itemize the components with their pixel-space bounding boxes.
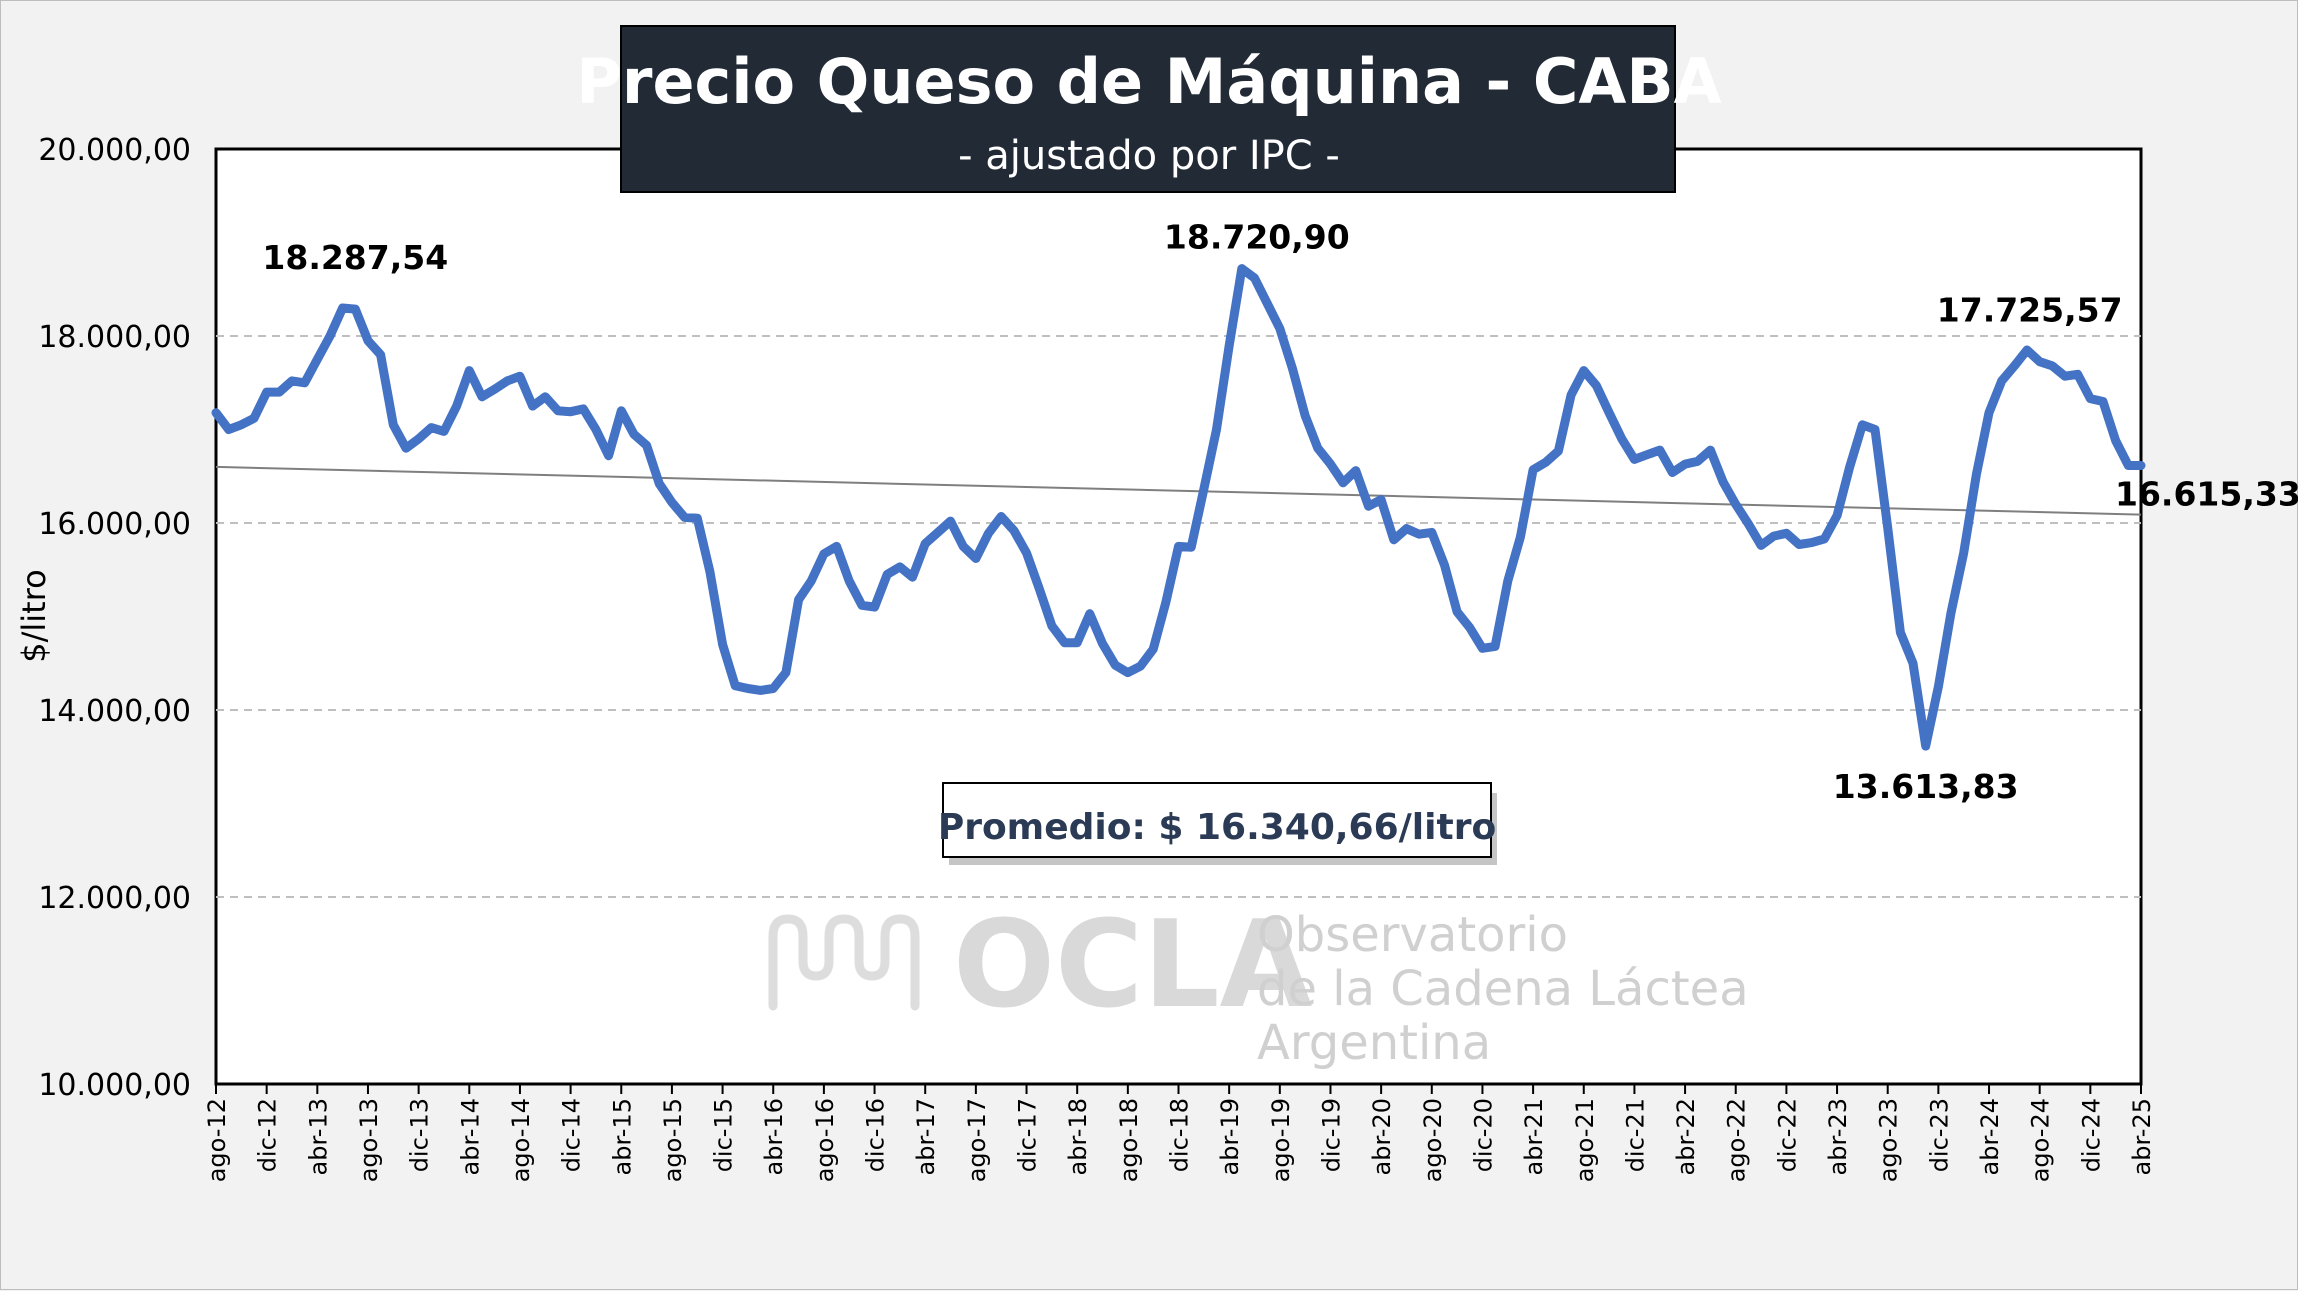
y-tick-label: 14.000,00: [38, 694, 191, 729]
x-tick-label: ago-15: [659, 1098, 687, 1182]
watermark-line2: de la Cadena Láctea: [1257, 961, 1749, 1017]
watermark-brand: OCLA: [953, 896, 1313, 1035]
data-annotations: 18.287,54 18.720,90 13.613,83 17.725,57 16.6…: [262, 218, 2298, 807]
x-tick-label: ago-19: [1267, 1098, 1295, 1182]
x-tick-label: dic-14: [558, 1098, 586, 1172]
data-label: 13.613,83: [1833, 767, 2019, 806]
x-tick-label: abr-23: [1824, 1098, 1852, 1175]
ocla-watermark: OCLA Observatorio de la Cadena Láctea Ar…: [768, 896, 1749, 1071]
x-tick-label: dic-12: [254, 1098, 282, 1172]
data-label: 18.287,54: [262, 238, 448, 277]
x-tick-label: dic-13: [406, 1098, 434, 1172]
x-tick-label: dic-20: [1469, 1098, 1497, 1172]
title-box: Precio Queso de Máquina - CABA - ajustad…: [576, 25, 1722, 193]
x-tick-label: dic-19: [1317, 1098, 1345, 1172]
plot-area: [214, 147, 2143, 1086]
x-tick-label: abr-19: [1216, 1098, 1244, 1175]
x-tick-label: dic-16: [862, 1098, 890, 1172]
y-tick-label: 18.000,00: [38, 320, 191, 355]
price-series-line: [211, 264, 2146, 751]
x-tick-label: dic-15: [710, 1098, 738, 1172]
x-tick-label: abr-15: [608, 1098, 636, 1175]
x-tick-label: abr-20: [1368, 1098, 1396, 1175]
x-axis-ticks: ago-12 dic-12 abr-13 ago-13 dic-13 abr-14 ago-…: [203, 1084, 2156, 1182]
x-tick-label: abr-16: [760, 1098, 788, 1175]
x-tick-label: ago-16: [811, 1098, 839, 1182]
y-tick-label: 10.000,00: [38, 1068, 191, 1103]
chart-subtitle: - ajustado por IPC -: [958, 133, 1340, 179]
x-tick-label: abr-13: [304, 1098, 332, 1175]
x-tick-label: ago-14: [507, 1098, 535, 1182]
chart-title: Precio Queso de Máquina - CABA: [576, 45, 1721, 118]
average-label: Promedio: $ 16.340,66/litro: [938, 807, 1496, 848]
x-tick-label: ago-13: [355, 1098, 383, 1182]
x-tick-label: dic-24: [2077, 1098, 2105, 1172]
x-tick-label: ago-12: [203, 1098, 231, 1182]
x-tick-label: dic-23: [1925, 1098, 1953, 1172]
x-tick-label: dic-21: [1621, 1098, 1649, 1172]
y-tick-label: 16.000,00: [38, 507, 191, 542]
x-tick-label: dic-22: [1773, 1098, 1801, 1172]
x-tick-label: ago-23: [1875, 1098, 1903, 1182]
watermark-line1: Observatorio: [1257, 907, 1568, 963]
x-tick-label: dic-17: [1014, 1098, 1042, 1172]
x-tick-label: abr-22: [1672, 1098, 1700, 1175]
ocla-waves-icon: [768, 914, 920, 1011]
x-tick-label: ago-18: [1115, 1098, 1143, 1182]
x-tick-label: ago-21: [1571, 1098, 1599, 1182]
x-tick-label: abr-21: [1520, 1098, 1548, 1175]
y-axis-ticks: 10.000,00 12.000,00 14.000,00 16.000,00 18.0…: [38, 133, 191, 1103]
x-tick-label: abr-18: [1064, 1098, 1092, 1175]
watermark-line3: Argentina: [1257, 1015, 1491, 1071]
x-tick-label: dic-18: [1166, 1098, 1194, 1172]
data-label: 17.725,57: [1937, 291, 2123, 330]
x-tick-label: abr-24: [1976, 1098, 2004, 1175]
data-label: 18.720,90: [1164, 218, 1350, 257]
data-label: 16.615,33: [2115, 474, 2298, 513]
x-tick-label: ago-24: [2027, 1098, 2055, 1182]
y-tick-label: 12.000,00: [38, 881, 191, 916]
x-tick-label: abr-14: [456, 1098, 484, 1175]
x-tick-label: ago-20: [1419, 1098, 1447, 1182]
y-tick-label: 20.000,00: [38, 133, 191, 168]
average-box: Promedio: $ 16.340,66/litro: [938, 782, 1497, 865]
x-tick-label: abr-17: [912, 1098, 940, 1175]
trend-line: [215, 465, 2142, 516]
x-tick-label: abr-25: [2128, 1098, 2156, 1175]
x-tick-label: ago-17: [963, 1098, 991, 1182]
x-tick-label: ago-22: [1723, 1098, 1751, 1182]
y-axis-label: $/litro: [15, 569, 53, 663]
